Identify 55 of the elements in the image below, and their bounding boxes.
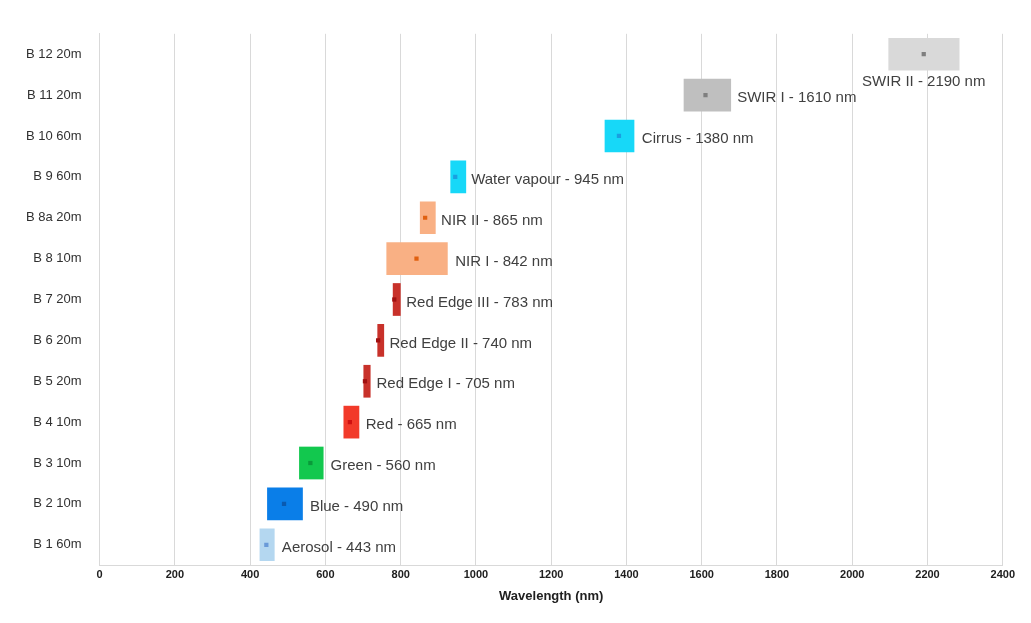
annotation: SWIR II - 2190 nm bbox=[862, 72, 986, 90]
bar bbox=[299, 446, 324, 480]
x-tick-label: 1000 bbox=[463, 567, 489, 580]
bar bbox=[259, 528, 275, 562]
bar bbox=[392, 283, 401, 316]
bar bbox=[419, 201, 436, 235]
x-tick-label: 1200 bbox=[538, 567, 564, 580]
y-tick-label: B 8a 20m bbox=[25, 209, 82, 225]
annotation: Red Edge III - 783 nm bbox=[406, 292, 553, 310]
x-tick-label: 1800 bbox=[764, 567, 790, 580]
bar bbox=[386, 242, 448, 275]
bar bbox=[450, 160, 467, 194]
y-tick-label: B 8 10m bbox=[33, 250, 82, 266]
y-tick-label: B 11 20m bbox=[26, 86, 82, 102]
x-tick-label: 800 bbox=[391, 567, 410, 580]
y-tick-label: B 10 60m bbox=[25, 127, 82, 143]
bar bbox=[604, 119, 635, 153]
annotation: Aerosol - 443 nm bbox=[281, 537, 397, 555]
point bbox=[414, 256, 419, 261]
annotation: Red Edge I - 705 nm bbox=[376, 374, 515, 392]
annotation: NIR II - 865 nm bbox=[441, 210, 543, 228]
annotation: Blue - 490 nm bbox=[309, 497, 404, 515]
x-tick-label: 1600 bbox=[689, 567, 714, 580]
point bbox=[703, 92, 708, 98]
y-tick-label: B 3 10m bbox=[33, 454, 82, 470]
annotation: Red Edge II - 740 nm bbox=[389, 333, 533, 351]
y-tick-label: B 12 20m bbox=[25, 45, 82, 61]
annotation: SWIR I - 1610 nm bbox=[737, 88, 857, 106]
y-tick-label: B 4 10m bbox=[33, 413, 82, 429]
x-tick-label: 600 bbox=[316, 567, 335, 580]
bar bbox=[363, 364, 371, 398]
x-tick-label: 400 bbox=[240, 567, 260, 580]
bar bbox=[343, 405, 360, 439]
bar bbox=[683, 78, 732, 112]
x-tick-label: 2000 bbox=[840, 567, 865, 580]
x-tick-label: 1400 bbox=[614, 567, 639, 580]
y-tick-label: B 7 20m bbox=[33, 291, 82, 307]
x-tick-label: 2200 bbox=[915, 567, 940, 580]
annotation: Cirrus - 1380 nm bbox=[641, 129, 754, 147]
y-tick-label: B 2 10m bbox=[33, 495, 82, 511]
bar bbox=[377, 324, 385, 357]
annotation: NIR I - 842 nm bbox=[455, 251, 553, 269]
x-tick-label: 200 bbox=[165, 567, 185, 580]
annotation: Red - 665 nm bbox=[365, 415, 457, 433]
bar bbox=[267, 487, 303, 521]
annotation: Green - 560 nm bbox=[330, 456, 436, 474]
y-tick-label: B 1 60m bbox=[33, 536, 82, 552]
point bbox=[392, 297, 397, 302]
x-axis-title: Wavelength (nm) bbox=[499, 587, 604, 603]
y-tick-label: B 6 20m bbox=[33, 331, 82, 347]
y-tick-label: B 9 60m bbox=[33, 168, 82, 184]
y-tick-label: B 5 20m bbox=[33, 372, 82, 388]
annotation: Water vapour - 945 nm bbox=[471, 170, 624, 188]
x-tick-label: 0 bbox=[96, 567, 103, 580]
x-tick-label: 2400 bbox=[990, 567, 1016, 580]
